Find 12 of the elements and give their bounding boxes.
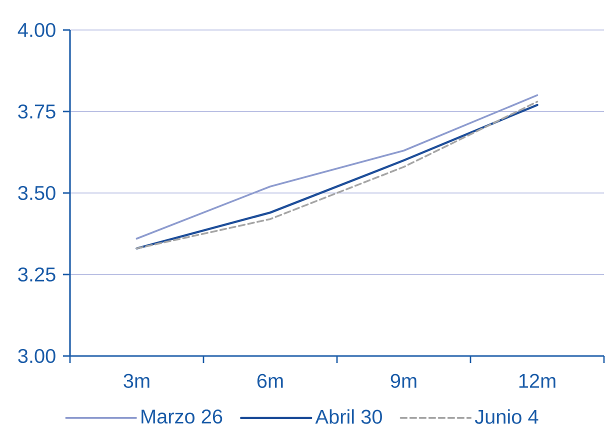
legend-label: Junio 4 xyxy=(474,409,538,424)
y-tick-label: 3.75 xyxy=(18,104,56,119)
legend-label: Marzo 26 xyxy=(142,409,222,424)
x-tick-label: 3m xyxy=(124,374,150,388)
y-tick-label: 4.00 xyxy=(18,22,56,38)
y-tick-label: 3.25 xyxy=(18,267,56,282)
y-tick-label: 3.50 xyxy=(18,186,56,200)
x-tick-label: 12m xyxy=(519,374,556,388)
y-tick-label: 3.00 xyxy=(18,348,56,364)
x-tick-label: 6m xyxy=(257,374,283,388)
legend-label: Abril 30 xyxy=(315,409,382,424)
x-tick-label: 9m xyxy=(390,374,416,388)
